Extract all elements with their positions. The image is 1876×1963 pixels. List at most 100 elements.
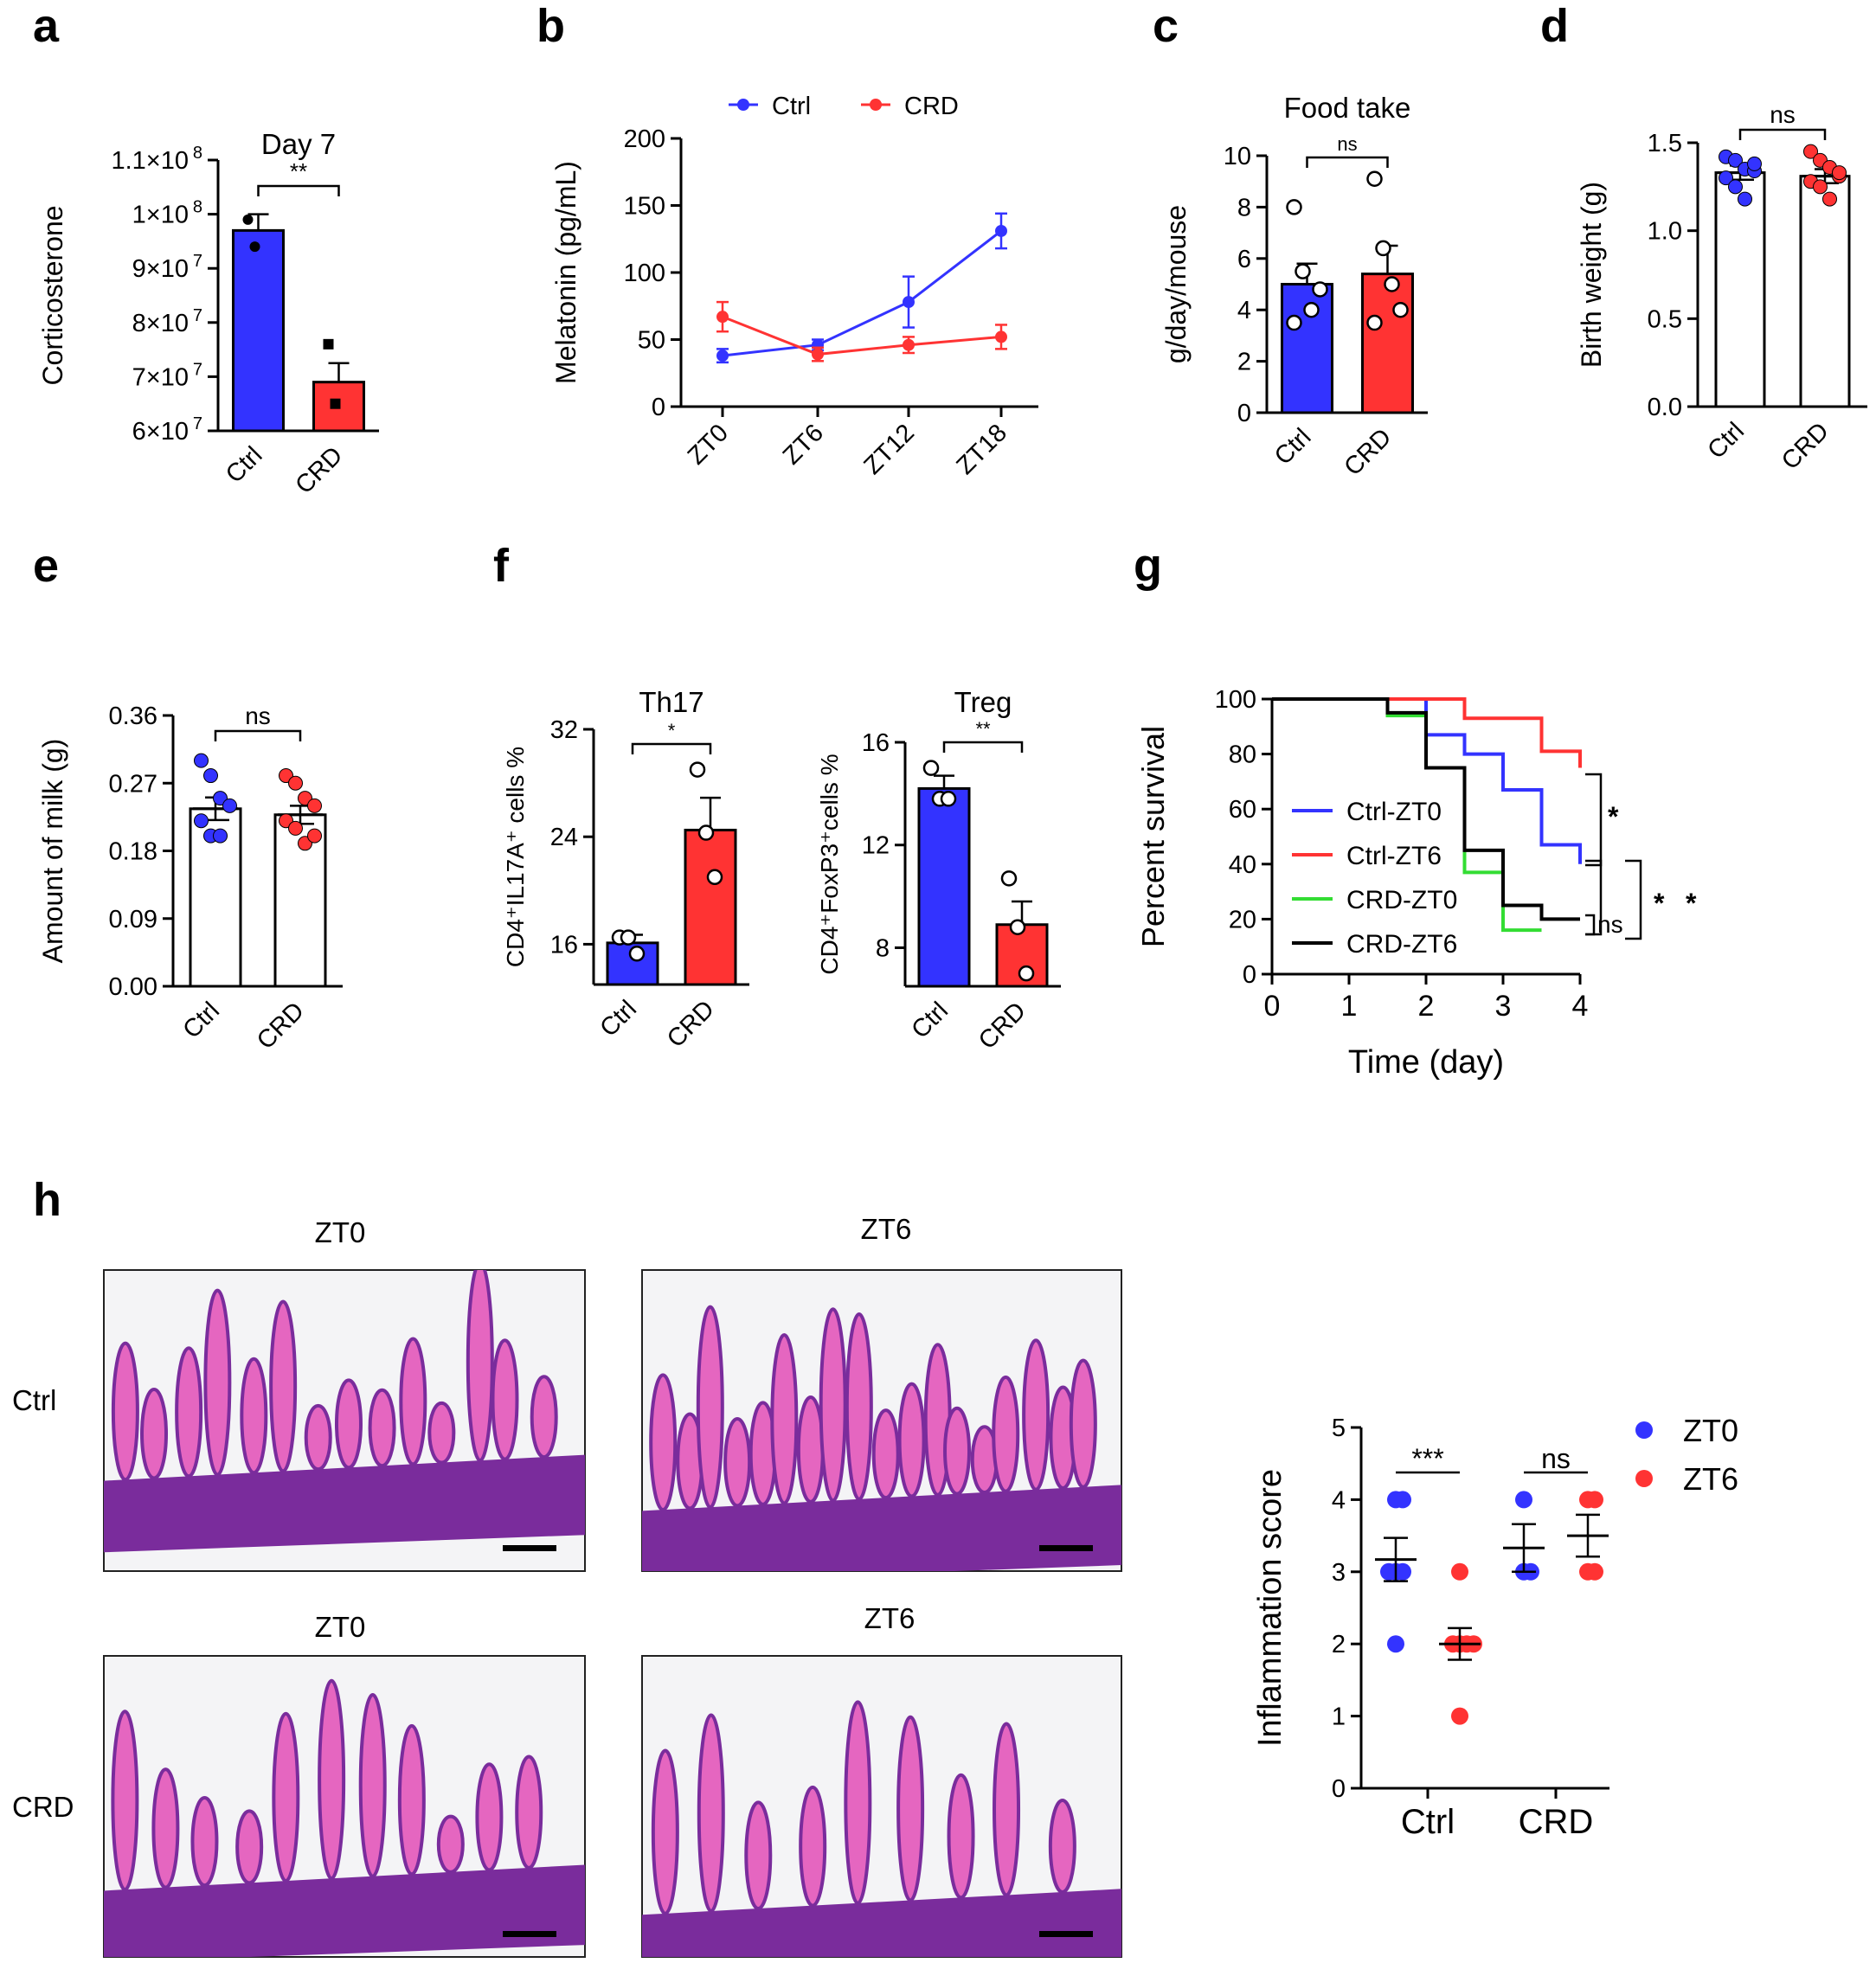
significance-bracket	[1585, 914, 1596, 936]
data-point	[697, 824, 715, 841]
villus	[896, 1715, 925, 1902]
villus	[399, 1337, 427, 1466]
bar-ctrl	[232, 228, 285, 433]
bar-crd	[1799, 175, 1851, 408]
y-axis-label: Birth weight (g)	[1576, 182, 1607, 368]
legend-label: ZT6	[1683, 1461, 1738, 1497]
y-tick-label: 5	[1332, 1415, 1346, 1442]
histology-content	[642, 1700, 1121, 1957]
x-tick-label: CRD	[973, 997, 1031, 1055]
y-tick-label: 6×10	[132, 418, 189, 446]
y-tick-label: 12	[862, 832, 890, 860]
y-tick-label: 0.36	[109, 702, 157, 730]
x-tick-label: 3	[1495, 990, 1512, 1023]
significance-label: ns	[1541, 1443, 1571, 1474]
legend-label: Ctrl	[772, 93, 811, 120]
villus	[943, 1406, 972, 1496]
x-tick-label: Ctrl	[906, 997, 954, 1044]
significance-label: *	[668, 720, 676, 741]
data-point	[922, 760, 940, 776]
histology-content	[642, 1305, 1121, 1571]
data-point	[222, 798, 237, 813]
data-point	[628, 946, 646, 962]
scale-bar	[1039, 1545, 1093, 1551]
villus	[175, 1346, 203, 1479]
data-point	[1366, 314, 1383, 331]
villus	[466, 1270, 494, 1463]
chart-g-survival: 0 20 40 60 80 100 Percent survival 0 1 2 3 4 Time (d…	[1135, 686, 1697, 1081]
x-tick-label: CRD	[1339, 423, 1397, 481]
chart-f-th17: 16 24 32 CD4⁺IL17A⁺ cells % Ctrl CRD Th17*	[502, 686, 749, 1053]
villus	[796, 1395, 825, 1504]
villus	[203, 1288, 232, 1477]
significance-label: **	[290, 158, 307, 184]
data-point	[1832, 165, 1847, 181]
significance-label: **	[975, 718, 991, 740]
villus	[491, 1338, 519, 1461]
x-tick-label: CRD	[1776, 417, 1834, 475]
significance-label: ns	[245, 702, 271, 729]
chart-d-birth-weight: 0.0 0.5 1.0 1.5 Birth weight (g) Ctrl CRD ns	[1576, 101, 1867, 475]
data-point	[1295, 263, 1311, 279]
x-tick-label: Ctrl	[1702, 417, 1750, 465]
data-point	[203, 768, 218, 784]
y-tick-label: 0.5	[1648, 305, 1682, 333]
y-tick-label: 100	[1215, 686, 1256, 714]
panel-label-g: g	[1134, 540, 1162, 592]
x-tick-label: CRD	[252, 997, 310, 1055]
villus	[427, 1401, 456, 1465]
data-point	[330, 398, 341, 409]
data-point	[1009, 919, 1026, 935]
panel-label-d: d	[1540, 0, 1569, 52]
bar-ctrl	[1714, 171, 1766, 408]
chart-e-milk: 0.00 0.09 0.18 0.27 0.36 Amount of milk (g) Ct…	[37, 702, 343, 1055]
y-tick-label: 1.0	[1648, 218, 1682, 246]
x-tick-label: Ctrl	[1269, 423, 1317, 471]
y-tick-label: 10	[1224, 143, 1251, 170]
chart-b-melatonin: 0 50 100 150 200 Melatonin (pg/mL) ZT0 ZT6 ZT12 Z…	[550, 93, 1038, 480]
y-tick-exponent: 7	[193, 306, 202, 325]
significance-bracket	[1306, 156, 1389, 168]
villus	[515, 1755, 543, 1870]
data-point	[1803, 144, 1818, 159]
y-axis-label: g/day/mouse	[1160, 205, 1192, 363]
data-point	[1738, 191, 1752, 207]
x-tick-label: CRD	[662, 995, 720, 1053]
villus	[397, 1723, 426, 1876]
significance-bracket	[1738, 128, 1827, 140]
villus	[318, 1678, 346, 1881]
x-axis-label: Time (day)	[1348, 1044, 1504, 1081]
significance-label: *	[1654, 888, 1665, 919]
villus	[151, 1767, 180, 1889]
villus	[897, 1382, 926, 1498]
y-axis-label: Inflammation score	[1252, 1469, 1288, 1747]
y-tick-label: 0.09	[109, 906, 157, 933]
data-point	[1586, 1491, 1603, 1509]
y-tick-label: 8	[876, 934, 890, 962]
bar-crd	[995, 923, 1049, 988]
x-tick-label: ZT0	[683, 419, 734, 470]
y-tick-label: 8×10	[132, 310, 189, 337]
histology-content	[104, 1270, 585, 1553]
data-point	[1366, 170, 1383, 187]
significance-label: ns	[1337, 133, 1357, 155]
villus	[819, 1307, 847, 1503]
significance-bracket	[942, 741, 1024, 753]
villus	[334, 1378, 363, 1470]
data-point	[1813, 179, 1828, 195]
bar-crd	[684, 828, 737, 986]
tissue-base	[104, 1454, 585, 1553]
y-tick-label: 0.00	[109, 973, 157, 1001]
data-point	[1451, 1562, 1468, 1581]
villus	[992, 1375, 1020, 1493]
legend-marker	[737, 99, 749, 111]
villus	[1022, 1338, 1050, 1491]
y-tick-label: 24	[550, 824, 578, 851]
significance-bracket	[1625, 859, 1642, 940]
data-point	[716, 350, 729, 362]
y-tick-exponent: 8	[193, 198, 202, 217]
y-tick-exponent: 8	[193, 144, 202, 163]
y-tick-label: 150	[624, 193, 665, 221]
x-tick-label: 4	[1572, 990, 1589, 1023]
y-axis-label: CD4⁺FoxP3⁺cells %	[816, 754, 843, 974]
